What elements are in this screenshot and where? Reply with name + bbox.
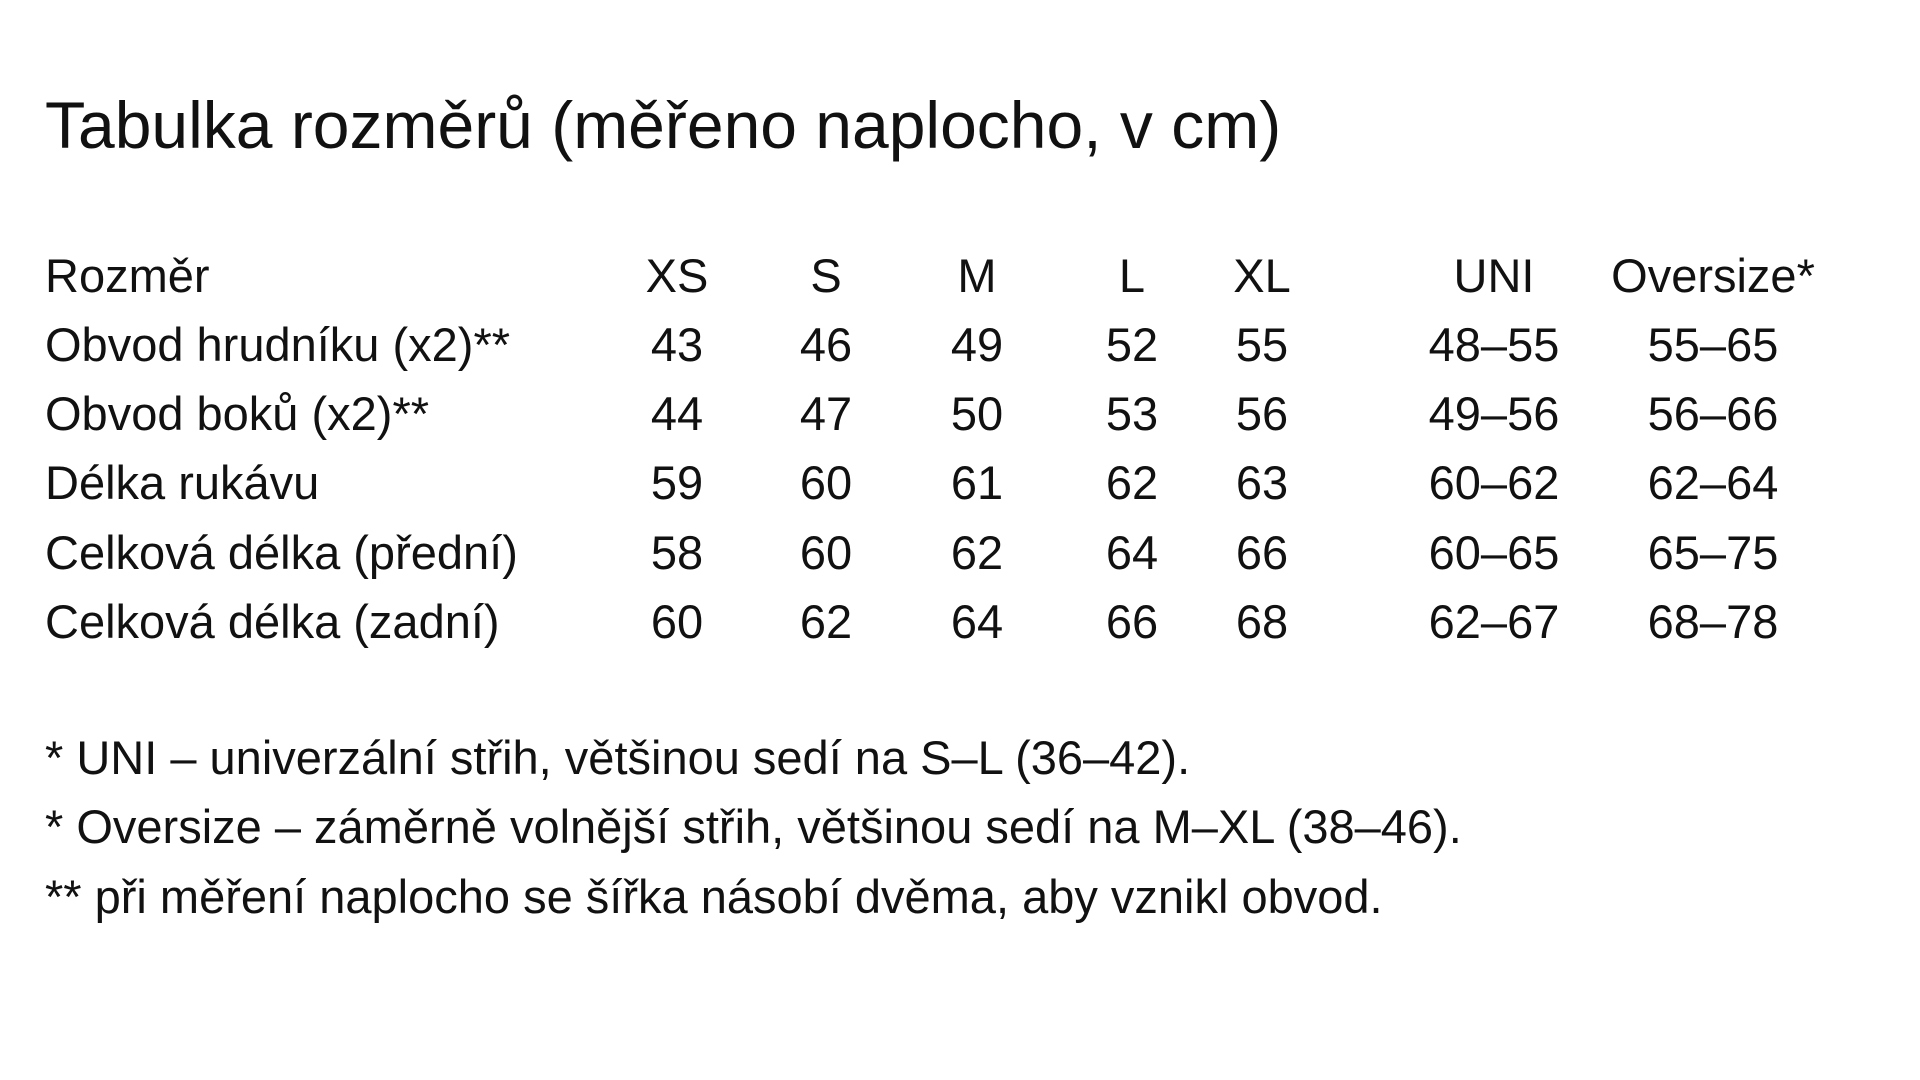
table-cell: 68: [1235, 595, 1289, 648]
table-cell: 44: [650, 387, 704, 440]
column-header: S: [810, 249, 842, 302]
table-cell: 55–65: [1647, 318, 1779, 371]
table-cell: 62–67: [1428, 595, 1560, 648]
table-cell: 66: [1235, 526, 1289, 579]
column-header: Oversize*: [1611, 249, 1815, 302]
footnote: * UNI – univerzální střih, většinou sedí…: [45, 731, 1191, 784]
table-cell: 64: [950, 595, 1004, 648]
row-label: Obvod hrudníku (x2)**: [45, 318, 511, 371]
page-title: Tabulka rozměrů (měřeno naplocho, v cm): [45, 88, 1282, 162]
table-cell: 59: [650, 456, 704, 509]
table-cell: 58: [650, 526, 704, 579]
table-cell: 49: [950, 318, 1004, 371]
row-label: Obvod boků (x2)**: [45, 387, 430, 440]
table-cell: 60–65: [1428, 526, 1560, 579]
table-cell: 62: [799, 595, 853, 648]
table-cell: 65–75: [1647, 526, 1779, 579]
row-label: Celková délka (přední): [45, 526, 518, 579]
table-cell: 56–66: [1647, 387, 1779, 440]
table-cell: 53: [1105, 387, 1159, 440]
table-cell: 63: [1235, 456, 1289, 509]
table-cell: 61: [950, 456, 1004, 509]
table-cell: 47: [799, 387, 853, 440]
table-cell: 66: [1105, 595, 1159, 648]
table-cell: 62: [950, 526, 1004, 579]
table-cell: 64: [1105, 526, 1159, 579]
table-cell: 62–64: [1647, 456, 1779, 509]
footnote: * Oversize – záměrně volnější střih, vět…: [45, 800, 1462, 853]
table-cell: 52: [1105, 318, 1159, 371]
row-label: Délka rukávu: [45, 456, 320, 509]
column-header: UNI: [1453, 249, 1535, 302]
column-header: L: [1118, 249, 1146, 302]
table-cell: 50: [950, 387, 1004, 440]
table-cell: 55: [1235, 318, 1289, 371]
table-cell: 60: [799, 456, 853, 509]
table-cell: 56: [1235, 387, 1289, 440]
column-header: Rozměr: [45, 249, 210, 302]
table-cell: 43: [650, 318, 704, 371]
footnote: ** při měření naplocho se šířka násobí d…: [45, 870, 1383, 923]
table-cell: 48–55: [1428, 318, 1560, 371]
table-cell: 60: [650, 595, 704, 648]
column-header: XL: [1233, 249, 1291, 302]
table-cell: 68–78: [1647, 595, 1779, 648]
table-cell: 60: [799, 526, 853, 579]
table-cell: 60–62: [1428, 456, 1560, 509]
column-header: XS: [645, 249, 709, 302]
table-cell: 46: [799, 318, 853, 371]
column-header: M: [957, 249, 997, 302]
row-label: Celková délka (zadní): [45, 595, 500, 648]
table-cell: 62: [1105, 456, 1159, 509]
table-cell: 49–56: [1428, 387, 1560, 440]
